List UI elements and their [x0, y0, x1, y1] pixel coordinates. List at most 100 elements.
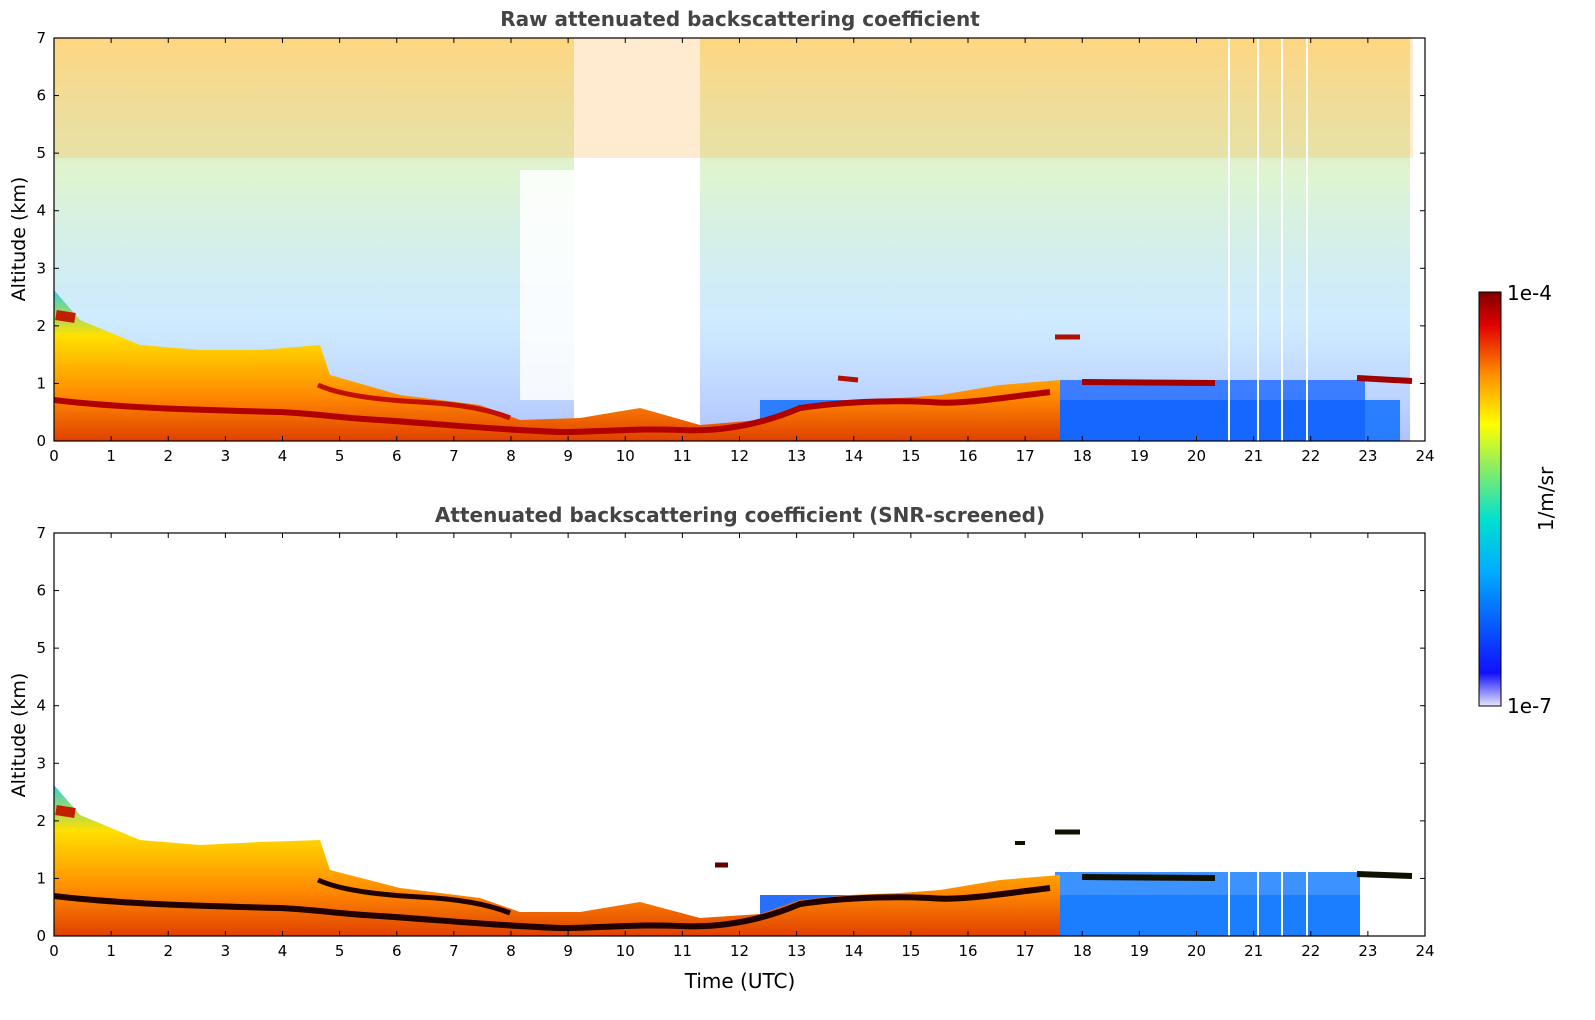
- colorbar-max-label: 1e-4: [1507, 281, 1552, 305]
- x-axis-label: Time (UTC): [684, 969, 796, 993]
- colorbar-min-label: 1e-7: [1507, 694, 1552, 718]
- x-tick-label: 22: [1301, 447, 1320, 465]
- x-tick-label: 20: [1187, 447, 1206, 465]
- heatmap-image: [54, 38, 1425, 441]
- heatmap-image: [54, 533, 1413, 936]
- x-tick-label: 5: [335, 942, 345, 960]
- x-tick-label: 19: [1130, 942, 1149, 960]
- x-tick-label: 17: [1016, 447, 1035, 465]
- x-tick-label: 18: [1073, 942, 1092, 960]
- cloud-layer-late: [1356, 375, 1413, 384]
- x-tick-label: 0: [49, 942, 59, 960]
- y-axis-ticks: 0 1 2 3 4 5 6 7: [36, 29, 1425, 450]
- data-gap: [1306, 38, 1308, 441]
- x-tick-label: 12: [730, 942, 749, 960]
- x-tick-label: 10: [616, 942, 635, 960]
- x-tick-label: 23: [1358, 942, 1377, 960]
- x-tick-label: 8: [506, 447, 516, 465]
- y-tick-label: 7: [36, 524, 46, 542]
- x-tick-label: 16: [958, 447, 977, 465]
- cloud-layer-early: [55, 310, 76, 323]
- x-tick-label: 2: [163, 447, 173, 465]
- x-tick-label: 15: [901, 447, 920, 465]
- y-tick-label: 2: [36, 812, 46, 830]
- x-tick-label: 7: [449, 942, 459, 960]
- y-tick-label: 7: [36, 29, 46, 47]
- data-gap: [1413, 38, 1425, 441]
- y-tick-label: 0: [36, 432, 46, 450]
- x-tick-label: 16: [958, 942, 977, 960]
- y-tick-label: 1: [36, 869, 46, 887]
- colorbar: 1e-4 1e-7 1/m/sr: [1478, 281, 1558, 718]
- x-axis-ticks: 0 1 2 3 4 5 6 7 8 9 10 11 12 13 14 15 16 17 18 19 20 21 22 23 24: [49, 533, 1435, 960]
- y-tick-label: 2: [36, 317, 46, 335]
- clear-air-band-upper: [1055, 872, 1360, 936]
- x-tick-label: 11: [673, 942, 692, 960]
- x-tick-label: 14: [844, 942, 863, 960]
- x-tick-label: 14: [844, 447, 863, 465]
- colorbar-unit-label: 1/m/sr: [1534, 466, 1558, 531]
- data-gap: [1228, 533, 1230, 936]
- y-tick-label: 6: [36, 582, 46, 600]
- x-tick-label: 23: [1358, 447, 1377, 465]
- y-tick-label: 0: [36, 927, 46, 945]
- cloud-layer-late: [1356, 871, 1413, 879]
- clear-gap: [520, 170, 590, 400]
- x-tick-label: 19: [1130, 447, 1149, 465]
- cloud-layer-top: [54, 389, 1051, 436]
- x-tick-label: 3: [221, 942, 231, 960]
- sky-noise-right: [700, 38, 1410, 441]
- colorbar-scale: [1478, 291, 1502, 707]
- data-gap: [1257, 533, 1259, 936]
- x-tick-label: 8: [506, 942, 516, 960]
- x-tick-label: 4: [278, 942, 288, 960]
- y-tick-label: 3: [36, 754, 46, 772]
- snr-screened-panel: Attenuated backscattering coefficient (S…: [8, 503, 1435, 993]
- cloud-fragment: [837, 375, 859, 383]
- y-axis-label: Altitude (km): [8, 177, 30, 302]
- y-axis-label: Altitude (km): [8, 673, 30, 798]
- x-tick-label: 24: [1415, 447, 1434, 465]
- y-tick-label: 5: [36, 639, 46, 657]
- x-tick-label: 6: [392, 942, 402, 960]
- cloud-layer-upper: [1081, 379, 1216, 386]
- data-gap: [1228, 38, 1230, 441]
- x-tick-label: 15: [901, 942, 920, 960]
- x-tick-label: 13: [787, 942, 806, 960]
- x-axis-ticks: 0 1 2 3 4 5 6 7 8 9 10 11 12 13 14 15 16 17 18 19 20 21 22 23 24: [49, 38, 1435, 465]
- x-tick-label: 17: [1016, 942, 1035, 960]
- clear-air-band-upper: [1060, 380, 1365, 441]
- x-tick-label: 18: [1073, 447, 1092, 465]
- cloud-layer-mid: [316, 877, 511, 916]
- x-tick-label: 3: [221, 447, 231, 465]
- x-tick-label: 6: [392, 447, 402, 465]
- data-gap: [1281, 38, 1283, 441]
- y-tick-label: 4: [36, 202, 46, 220]
- y-tick-label: 5: [36, 144, 46, 162]
- x-tick-label: 9: [563, 447, 573, 465]
- x-tick-label: 9: [563, 942, 573, 960]
- x-tick-label: 2: [163, 942, 173, 960]
- data-gap: [1306, 533, 1308, 936]
- x-tick-label: 13: [787, 447, 806, 465]
- x-tick-label: 1: [106, 942, 116, 960]
- x-tick-label: 24: [1415, 942, 1434, 960]
- x-tick-label: 1: [106, 447, 116, 465]
- boundary-layer-fill: [54, 290, 1060, 441]
- y-axis-ticks: 0 1 2 3 4 5 6 7: [36, 524, 1425, 945]
- cloud-layer-upper: [1081, 874, 1216, 881]
- x-tick-label: 21: [1244, 942, 1263, 960]
- x-tick-label: 7: [449, 447, 459, 465]
- x-tick-label: 10: [616, 447, 635, 465]
- sky-noise-top: [54, 38, 1414, 158]
- raw-backscatter-panel: Raw attenuated backscattering coefficien…: [8, 7, 1435, 465]
- data-gap: [1257, 38, 1259, 441]
- boundary-layer-fill: [54, 785, 1060, 936]
- x-tick-label: 0: [49, 447, 59, 465]
- y-tick-label: 3: [36, 259, 46, 277]
- x-tick-label: 5: [335, 447, 345, 465]
- cloud-layer-mid: [316, 382, 511, 421]
- data-gap: [1281, 533, 1283, 936]
- cloud-layer-early: [55, 805, 76, 818]
